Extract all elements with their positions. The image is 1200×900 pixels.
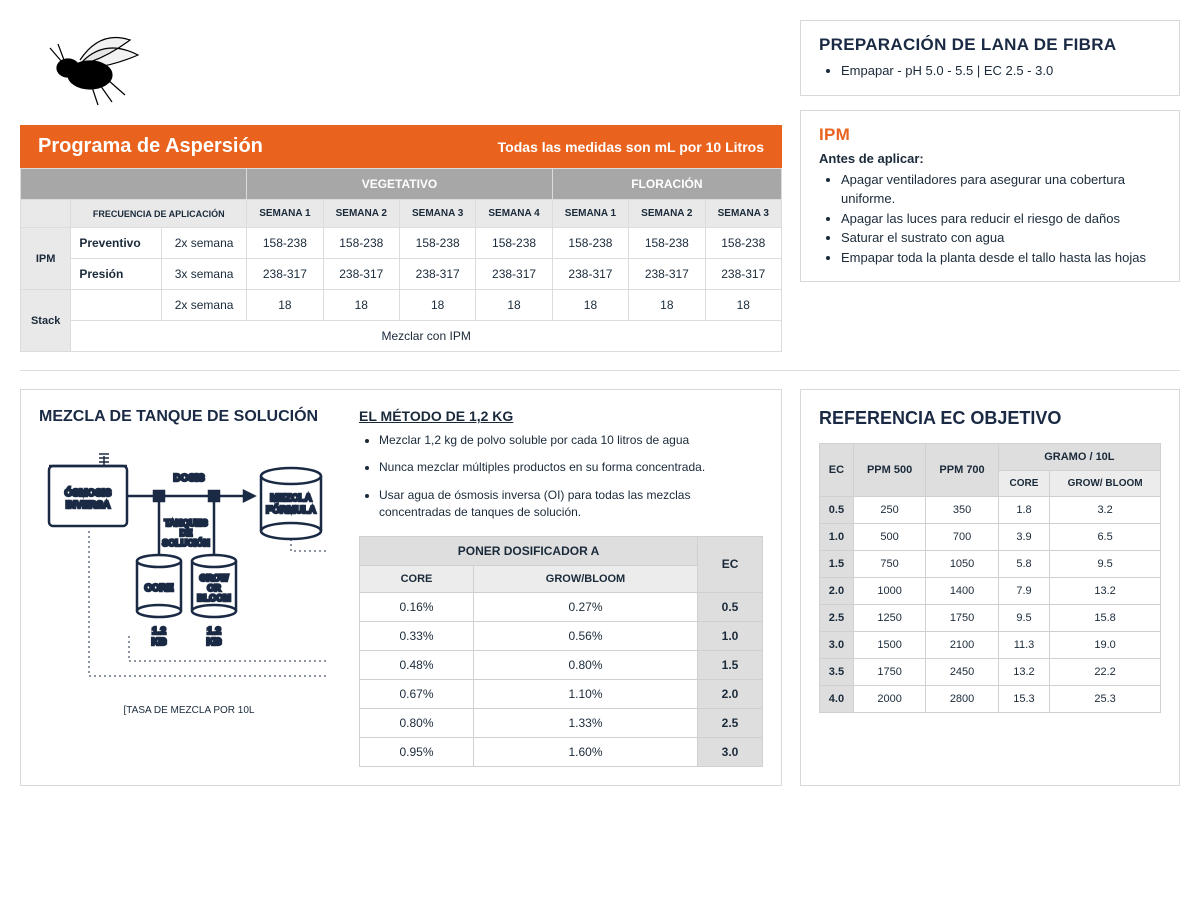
- svg-text:CORE: CORE: [145, 583, 174, 594]
- spray-title: Programa de Aspersión: [38, 135, 263, 158]
- tank-mix-card: MEZCLA DE TANQUE DE SOLUCIÓN ÓSMOSIS INV…: [20, 389, 782, 786]
- ec-reference-table: EC PPM 500 PPM 700 GRAMO / 10L CORE GROW…: [819, 443, 1161, 713]
- mix-rate-note: [TASA DE MEZCLA POR 10L: [39, 705, 339, 716]
- svg-text:1.2: 1.2: [207, 626, 221, 637]
- method-item: Usar agua de ósmosis inversa (OI) para t…: [379, 487, 763, 522]
- svg-text:TANQUES: TANQUES: [164, 518, 207, 528]
- svg-text:DOSIS: DOSIS: [173, 473, 204, 484]
- svg-text:MEZCLA: MEZCLA: [270, 493, 312, 504]
- svg-text:SOLUCIÓN: SOLUCIÓN: [162, 537, 210, 548]
- svg-text:DE: DE: [180, 528, 193, 538]
- ipm-item: Apagar ventiladores para asegurar una co…: [841, 170, 1161, 209]
- spray-table: VEGETATIVO FLORACIÓN FRECUENCIA DE APLIC…: [20, 168, 782, 352]
- ipm-title: IPM: [819, 125, 1161, 145]
- svg-text:BLOOM: BLOOM: [197, 593, 231, 603]
- tank-title: MEZCLA DE TANQUE DE SOLUCIÓN: [39, 408, 339, 426]
- prep-title: PREPARACIÓN DE LANA DE FIBRA: [819, 35, 1161, 55]
- tank-diagram: ÓSMOSIS INVERSA DOSIS TANQUES DE SOL: [39, 436, 339, 696]
- svg-text:INVERSA: INVERSA: [66, 500, 110, 511]
- svg-text:ÓSMOSIS: ÓSMOSIS: [65, 486, 112, 499]
- svg-text:KG: KG: [207, 637, 222, 648]
- ec-reference-card: REFERENCIA EC OBJETIVO EC PPM 500 PPM 70…: [800, 389, 1180, 786]
- ipm-subtitle: Antes de aplicar:: [819, 151, 1161, 166]
- method-item: Nunca mezclar múltiples productos en su …: [379, 459, 763, 476]
- svg-text:FÓRMULA: FÓRMULA: [266, 503, 316, 516]
- prep-item: Empapar - pH 5.0 - 5.5 | EC 2.5 - 3.0: [841, 61, 1161, 81]
- ipm-item: Empapar toda la planta desde el tallo ha…: [841, 248, 1161, 268]
- spray-program: Programa de Aspersión Todas las medidas …: [20, 125, 782, 352]
- method-item: Mezclar 1,2 kg de polvo soluble por cada…: [379, 432, 763, 449]
- divider: [20, 370, 1180, 371]
- bee-icon: [20, 20, 160, 110]
- svg-text:OR: OR: [207, 583, 221, 593]
- ipm-item: Apagar las luces para reducir el riesgo …: [841, 209, 1161, 229]
- method-title: EL MÉTODO DE 1,2 KG: [359, 408, 763, 424]
- ipm-card: IPM Antes de aplicar: Apagar ventiladore…: [800, 110, 1180, 283]
- doser-table: PONER DOSIFICADOR A EC CORE GROW/BLOOM 0…: [359, 536, 763, 767]
- svg-text:KG: KG: [152, 637, 167, 648]
- ref-title: REFERENCIA EC OBJETIVO: [819, 408, 1161, 429]
- svg-text:GROW: GROW: [200, 573, 230, 583]
- spray-subtitle: Todas las medidas son mL por 10 Litros: [498, 139, 764, 155]
- ipm-item: Saturar el sustrato con agua: [841, 228, 1161, 248]
- svg-text:1.2: 1.2: [152, 626, 166, 637]
- prep-card: PREPARACIÓN DE LANA DE FIBRA Empapar - p…: [800, 20, 1180, 96]
